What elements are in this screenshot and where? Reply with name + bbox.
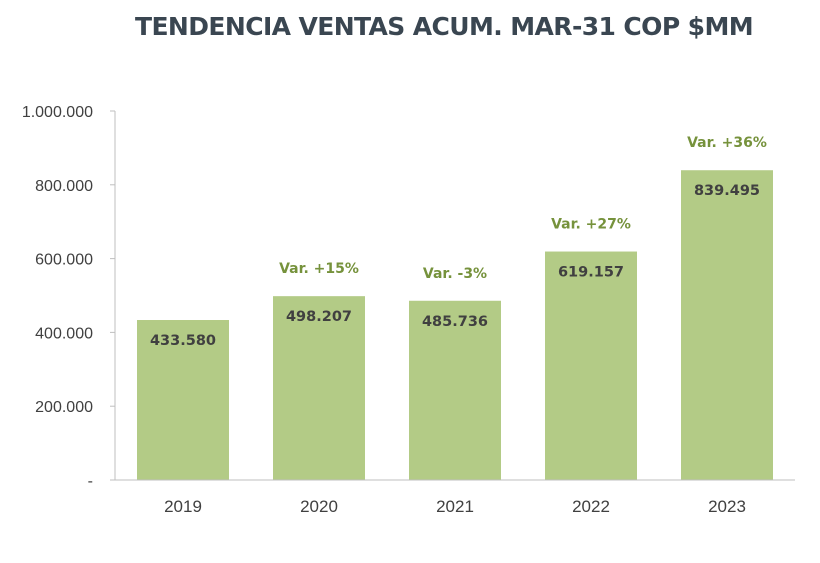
x-axis: 2019 2020 2021 2022 2023 bbox=[115, 479, 795, 516]
variation-label-2022: Var. +27% bbox=[551, 217, 631, 233]
y-tick-label: - bbox=[88, 473, 93, 490]
x-tick-label-2022: 2022 bbox=[572, 497, 610, 516]
y-tick-label: 800.000 bbox=[35, 178, 93, 195]
variation-label-2021: Var. -3% bbox=[423, 266, 487, 282]
bar-2020 bbox=[273, 296, 365, 480]
chart-title: TENDENCIA VENTAS ACUM. MAR-31 COP $MM bbox=[134, 12, 754, 41]
x-tick-label-2019: 2019 bbox=[164, 497, 202, 516]
variation-label-2023: Var. +36% bbox=[687, 135, 767, 151]
x-tick-label-2021: 2021 bbox=[436, 497, 474, 516]
data-label-2021: 485.736 bbox=[422, 314, 488, 330]
bar-2019 bbox=[137, 320, 229, 480]
data-label-2023: 839.495 bbox=[694, 183, 760, 199]
y-tick-label: 200.000 bbox=[35, 399, 93, 416]
y-tick-label: 1.000.000 bbox=[22, 104, 93, 121]
y-axis: - 200.000 400.000 600.000 800.000 1.000.000 bbox=[22, 104, 116, 490]
bar-2023 bbox=[681, 170, 773, 480]
data-label-2020: 498.207 bbox=[286, 309, 352, 325]
x-tick-label-2020: 2020 bbox=[300, 497, 338, 516]
data-label-2022: 619.157 bbox=[558, 265, 624, 281]
bar-2022 bbox=[545, 251, 637, 480]
bar-2021 bbox=[409, 300, 501, 480]
x-tick-label-2023: 2023 bbox=[708, 497, 746, 516]
data-label-2019: 433.580 bbox=[150, 333, 216, 349]
y-tick-label: 400.000 bbox=[35, 325, 93, 342]
variation-label-2020: Var. +15% bbox=[279, 261, 359, 277]
y-tick-label: 600.000 bbox=[35, 252, 93, 269]
bars: 433.580 498.207 Var. +15% 485.736 Var. -3% 61… bbox=[137, 135, 773, 480]
